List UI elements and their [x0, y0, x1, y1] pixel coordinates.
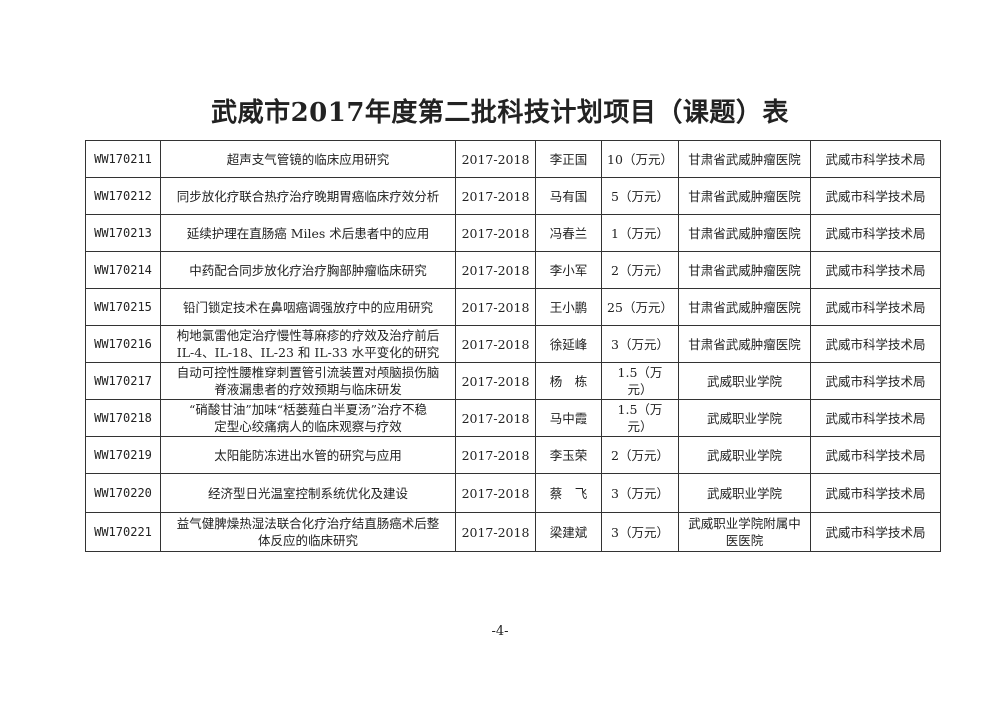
authority-cell: 武威市科学技术局 [810, 251, 941, 289]
leader-cell: 马有国 [535, 177, 602, 215]
project-id-cell: WW170213 [85, 214, 161, 252]
funding-cell: 3（万元） [601, 473, 679, 513]
project-id-cell: WW170214 [85, 251, 161, 289]
project-table: WW170211 超声支气管镜的临床应用研究 2017-2018 李正国 10（万元）甘… [85, 140, 941, 552]
project-id-cell: WW170211 [85, 140, 161, 178]
project-name-cell: 太阳能防冻进出水管的研究与应用 [160, 436, 456, 474]
funding-cell: 3（万元） [601, 325, 679, 363]
leader-cell: 李小军 [535, 251, 602, 289]
funding-cell: 25（万元） [601, 288, 679, 326]
page-title: 武威市2017年度第二批科技计划项目（课题）表 [211, 98, 789, 128]
table-row: WW170216 枸地氯雷他定治疗慢性荨麻疹的疗效及治疗前后 IL-4、IL-18… [85, 325, 941, 363]
period-cell: 2017-2018 [455, 288, 536, 326]
funding-cell: 3（万元） [601, 512, 679, 552]
authority-cell: 武威市科学技术局 [810, 473, 941, 513]
period-cell: 2017-2018 [455, 251, 536, 289]
authority-cell: 武威市科学技术局 [810, 512, 941, 552]
project-id-cell: WW170221 [85, 512, 161, 552]
authority-cell: 武威市科学技术局 [810, 288, 941, 326]
table-row: WW170213 延续护理在直肠癌 Miles 术后患者中的应用 2017-2018… [85, 214, 941, 252]
period-cell: 2017-2018 [455, 214, 536, 252]
table-row: WW170218 “硝酸甘油”加味“栝蒌薤白半夏汤”治疗不稳 定型心绞痛病人的临床… [85, 399, 941, 437]
project-id-cell: WW170216 [85, 325, 161, 363]
table-row: WW170211 超声支气管镜的临床应用研究 2017-2018 李正国 10（万元）甘… [85, 140, 941, 178]
authority-cell: 武威市科学技术局 [810, 214, 941, 252]
organization-cell: 甘肃省武威肿瘤医院 [678, 251, 811, 289]
leader-cell: 冯春兰 [535, 214, 602, 252]
project-name-cell: 超声支气管镜的临床应用研究 [160, 140, 456, 178]
funding-cell: 2（万元） [601, 251, 679, 289]
leader-cell: 马中霞 [535, 399, 602, 437]
project-name-cell: 益气健脾燥热湿法联合化疗治疗结直肠癌术后整 体反应的临床研究 [160, 512, 456, 552]
project-name-cell: 同步放化疗联合热疗治疗晚期胃癌临床疗效分析 [160, 177, 456, 215]
project-name-cell: 铅门锁定技术在鼻咽癌调强放疗中的应用研究 [160, 288, 456, 326]
leader-cell: 李玉荣 [535, 436, 602, 474]
funding-cell: 1.5（万 元） [601, 399, 679, 437]
period-cell: 2017-2018 [455, 140, 536, 178]
leader-cell: 李正国 [535, 140, 602, 178]
organization-cell: 武威职业学院 [678, 473, 811, 513]
leader-cell: 王小鹏 [535, 288, 602, 326]
authority-cell: 武威市科学技术局 [810, 399, 941, 437]
period-cell: 2017-2018 [455, 362, 536, 400]
organization-cell: 武威职业学院附属中 医医院 [678, 512, 811, 552]
project-name-cell: 延续护理在直肠癌 Miles 术后患者中的应用 [160, 214, 456, 252]
authority-cell: 武威市科学技术局 [810, 436, 941, 474]
organization-cell: 武威职业学院 [678, 362, 811, 400]
project-name-cell: 自动可控性腰椎穿刺置管引流装置对颅脑损伤脑 脊液漏患者的疗效预期与临床研发 [160, 362, 456, 400]
organization-cell: 甘肃省武威肿瘤医院 [678, 325, 811, 363]
page-number: -4- [491, 624, 509, 639]
period-cell: 2017-2018 [455, 325, 536, 363]
leader-cell: 梁建斌 [535, 512, 602, 552]
table-row: WW170221 益气健脾燥热湿法联合化疗治疗结直肠癌术后整 体反应的临床研究 20… [85, 512, 941, 552]
authority-cell: 武威市科学技术局 [810, 140, 941, 178]
organization-cell: 甘肃省武威肿瘤医院 [678, 288, 811, 326]
period-cell: 2017-2018 [455, 512, 536, 552]
project-id-cell: WW170219 [85, 436, 161, 474]
authority-cell: 武威市科学技术局 [810, 177, 941, 215]
funding-cell: 10（万元） [601, 140, 679, 178]
authority-cell: 武威市科学技术局 [810, 362, 941, 400]
period-cell: 2017-2018 [455, 473, 536, 513]
project-name-cell: 枸地氯雷他定治疗慢性荨麻疹的疗效及治疗前后 IL-4、IL-18、IL-23 和… [160, 325, 456, 363]
project-name-cell: 经济型日光温室控制系统优化及建设 [160, 473, 456, 513]
table-row: WW170212 同步放化疗联合热疗治疗晚期胃癌临床疗效分析 2017-2018 马有… [85, 177, 941, 215]
project-id-cell: WW170218 [85, 399, 161, 437]
table-row: WW170214 中药配合同步放化疗治疗胸部肿瘤临床研究 2017-2018 李小军 2… [85, 251, 941, 289]
organization-cell: 甘肃省武威肿瘤医院 [678, 140, 811, 178]
project-id-cell: WW170220 [85, 473, 161, 513]
table-row: WW170217 自动可控性腰椎穿刺置管引流装置对颅脑损伤脑 脊液漏患者的疗效预期… [85, 362, 941, 400]
organization-cell: 武威职业学院 [678, 436, 811, 474]
organization-cell: 甘肃省武威肿瘤医院 [678, 214, 811, 252]
period-cell: 2017-2018 [455, 436, 536, 474]
funding-cell: 1（万元） [601, 214, 679, 252]
funding-cell: 2（万元） [601, 436, 679, 474]
funding-cell: 1.5（万 元） [601, 362, 679, 400]
leader-cell: 蔡 飞 [535, 473, 602, 513]
project-id-cell: WW170215 [85, 288, 161, 326]
table-row: WW170215 铅门锁定技术在鼻咽癌调强放疗中的应用研究 2017-2018 王小鹏… [85, 288, 941, 326]
project-id-cell: WW170217 [85, 362, 161, 400]
period-cell: 2017-2018 [455, 177, 536, 215]
leader-cell: 徐延峰 [535, 325, 602, 363]
table-row: WW170220 经济型日光温室控制系统优化及建设 2017-2018 蔡 飞 3（万元… [85, 473, 941, 513]
project-name-cell: 中药配合同步放化疗治疗胸部肿瘤临床研究 [160, 251, 456, 289]
table-row: WW170219 太阳能防冻进出水管的研究与应用 2017-2018 李玉荣 2（万元）… [85, 436, 941, 474]
period-cell: 2017-2018 [455, 399, 536, 437]
organization-cell: 武威职业学院 [678, 399, 811, 437]
funding-cell: 5（万元） [601, 177, 679, 215]
project-name-cell: “硝酸甘油”加味“栝蒌薤白半夏汤”治疗不稳 定型心绞痛病人的临床观察与疗效 [160, 399, 456, 437]
organization-cell: 甘肃省武威肿瘤医院 [678, 177, 811, 215]
project-id-cell: WW170212 [85, 177, 161, 215]
leader-cell: 杨 栋 [535, 362, 602, 400]
authority-cell: 武威市科学技术局 [810, 325, 941, 363]
